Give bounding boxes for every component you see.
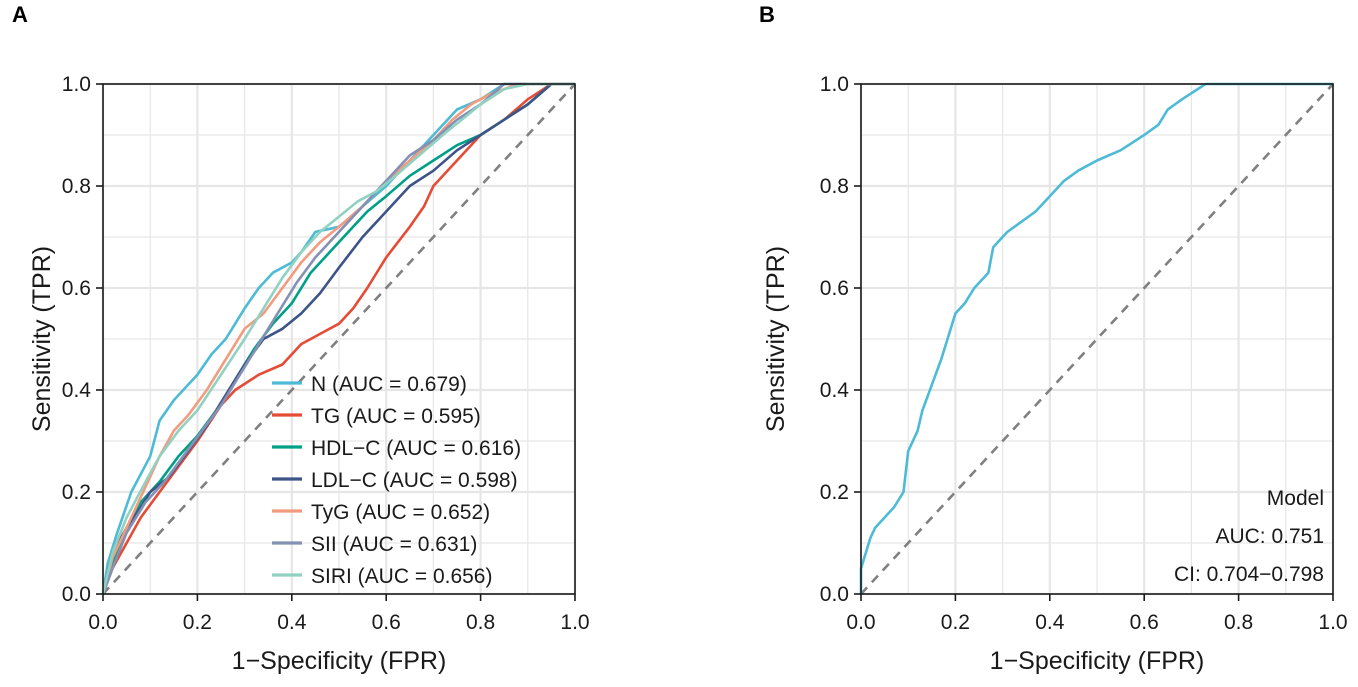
y-tick-label: 0.0: [62, 583, 91, 606]
x-axis-title: 1−Specificity (FPR): [232, 647, 447, 675]
panel-label-b: B: [759, 2, 775, 27]
y-axis-title: Sensitivity (TPR): [762, 246, 790, 432]
roc-chart-a: 0.0 0.2 0.4 0.6 0.8 1.0 0.0 0.2 0.4 0.6 0.8 1.0 1−Sp…: [28, 73, 590, 675]
roc-curve-n: [101, 82, 575, 595]
x-tick-label: 0.0: [846, 611, 875, 634]
y-tick-label: 0.4: [62, 379, 92, 402]
roc-panel-a: A 0.0 0.2 0.4 0.6 0.8 1.0 0.0 0.2 0.4 0.6 0.8 1.0 1−…: [0, 0, 679, 682]
y-tick-label: 0.0: [820, 583, 849, 606]
y-tick-label: 1.0: [820, 73, 849, 96]
x-tick-label: 0.4: [1035, 611, 1065, 634]
y-tick-label: 0.6: [62, 277, 91, 300]
x-tick-label: 0.6: [372, 611, 401, 634]
x-tick-label: 0.2: [183, 611, 212, 634]
y-tick-label: 0.8: [62, 175, 91, 198]
x-axis-title: 1−Specificity (FPR): [990, 647, 1205, 675]
legend-label-ldl-c: LDL−C (AUC = 0.598): [311, 469, 518, 492]
roc-chart-b: 0.0 0.2 0.4 0.6 0.8 1.0 0.0 0.2 0.4 0.6 0.8 1.0 1−Sp…: [762, 73, 1348, 675]
x-tick-label: 1.0: [560, 611, 589, 634]
annotation-ci: CI: 0.704−0.798: [1174, 563, 1324, 586]
plot-frame: [102, 83, 576, 595]
roc-curve-ldl-c: [101, 82, 575, 595]
panel-label-a: A: [12, 2, 28, 27]
annotation-auc: AUC: 0.751: [1215, 525, 1324, 548]
roc-curve-tg: [101, 82, 575, 595]
reference-diagonal: [860, 83, 1334, 595]
roc-curve-model: [859, 82, 1333, 594]
roc-curve-sii: [101, 82, 575, 595]
reference-diagonal: [102, 83, 576, 595]
x-tick-label: 0.0: [88, 611, 117, 634]
legend: N (AUC = 0.679) TG (AUC = 0.595) HDL−C (AU…: [272, 373, 521, 588]
roc-panel-b: B 0.0 0.2 0.4 0.6 0.8 1.0 0.0 0.2 0.4 0.6 0.8 1.0 1−…: [679, 0, 1358, 682]
x-tick-label: 1.0: [1318, 611, 1347, 634]
y-axis-title: Sensitivity (TPR): [28, 246, 56, 432]
legend-label-n: N (AUC = 0.679): [311, 373, 467, 396]
y-tick-label: 1.0: [62, 73, 91, 96]
y-tick-label: 0.6: [820, 277, 849, 300]
x-tick-label: 0.4: [277, 611, 307, 634]
legend-label-siri: SIRI (AUC = 0.656): [311, 565, 492, 588]
x-tick-label: 0.8: [1224, 611, 1253, 634]
roc-curve-siri: [101, 82, 575, 595]
legend-label-hdl-c: HDL−C (AUC = 0.616): [311, 437, 521, 460]
y-tick-label: 0.4: [820, 379, 850, 402]
y-tick-label: 0.2: [62, 481, 91, 504]
plot-frame: [860, 83, 1334, 595]
legend-label-tyg: TyG (AUC = 0.652): [311, 501, 490, 524]
legend-label-tg: TG (AUC = 0.595): [311, 405, 481, 428]
legend-label-sii: SII (AUC = 0.631): [311, 533, 477, 556]
x-tick-label: 0.6: [1130, 611, 1159, 634]
x-tick-label: 0.2: [941, 611, 970, 634]
y-tick-label: 0.2: [820, 481, 849, 504]
x-tick-label: 0.8: [466, 611, 495, 634]
model-annotation: Model AUC: 0.751 CI: 0.704−0.798: [1174, 487, 1324, 586]
y-tick-label: 0.8: [820, 175, 849, 198]
annotation-title: Model: [1267, 487, 1324, 510]
